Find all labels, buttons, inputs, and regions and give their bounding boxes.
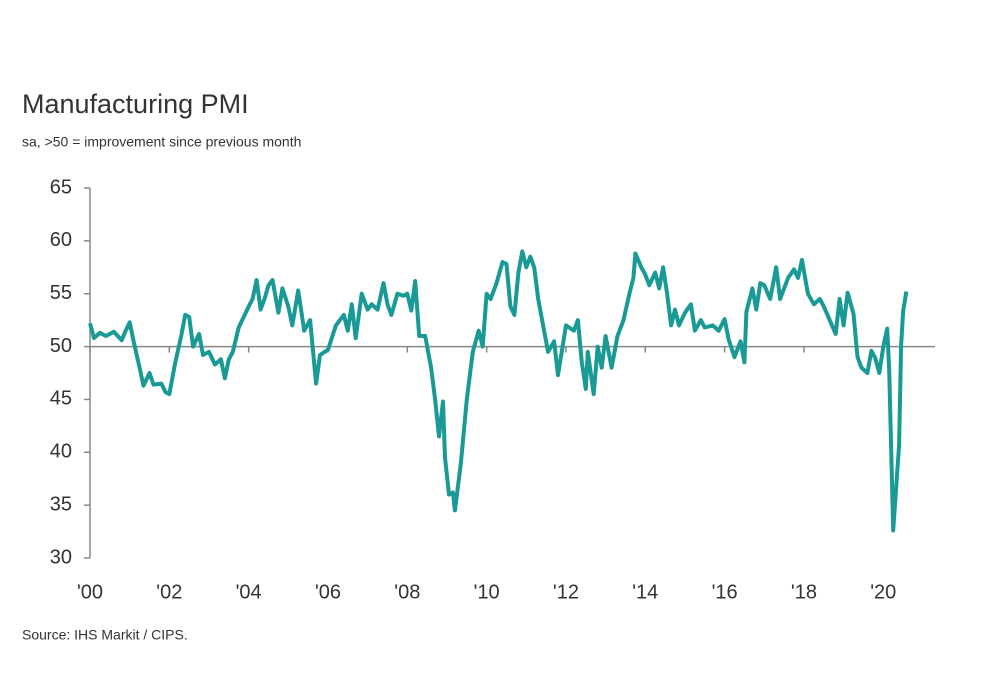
x-tick-label: '04 [236,581,262,603]
y-tick-label: 55 [50,282,72,304]
x-tick-label: '12 [553,581,579,603]
x-tick-label: '02 [156,581,182,603]
x-tick-label: '14 [632,581,658,603]
data-line [88,249,909,533]
x-tick-label: '06 [315,581,341,603]
x-tick-label: '16 [712,581,738,603]
x-tick-label: '10 [474,581,500,603]
x-tick-label: '18 [791,581,817,603]
chart-title: Manufacturing PMI [22,89,249,119]
y-tick-label: 45 [50,388,72,410]
y-tick-label: 35 [50,493,72,515]
x-tick-label: '08 [394,581,420,603]
y-tick-label: 60 [50,229,72,251]
chart-subtitle: sa, >50 = improvement since previous mon… [22,134,301,150]
source: Source: IHS Markit / CIPS. [22,627,188,643]
x-tick-label: '00 [77,581,103,603]
y-tick-label: 65 [50,176,72,198]
y-tick-label: 40 [50,441,72,463]
y-tick-label: 30 [50,546,72,568]
y-tick-label: 50 [50,335,72,357]
x-tick-label: '20 [870,581,896,603]
